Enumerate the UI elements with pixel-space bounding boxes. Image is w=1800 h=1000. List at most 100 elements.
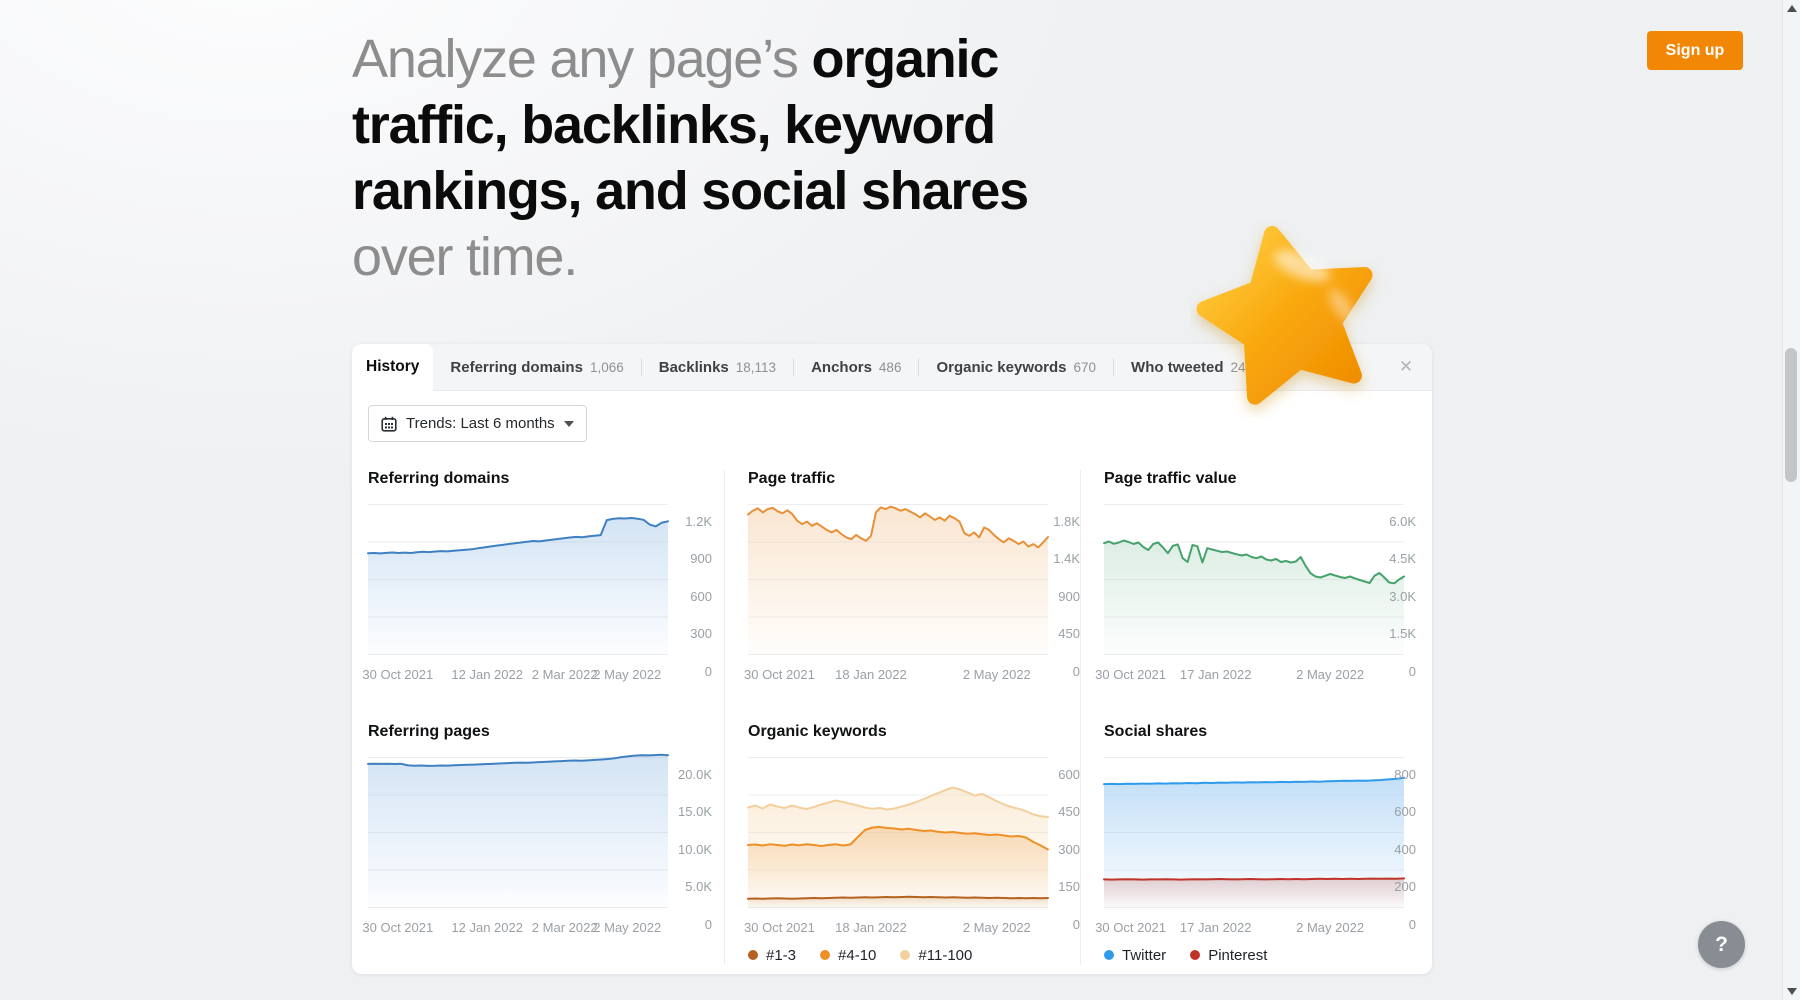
chart-page-traffic: Page traffic 1.8K 1.4K 900 450 0 30 Oct 2021 18… <box>724 470 1080 683</box>
y-axis-label: 600 <box>690 588 712 604</box>
y-axis-label: 1.4K <box>1053 551 1080 566</box>
chart-page-traffic-value: Page traffic value 6.0K 4.5K 3.0K 1.5K 0 30 Oc… <box>1080 470 1416 683</box>
tab-history[interactable]: History <box>352 343 434 391</box>
chart-title: Organic keywords <box>748 723 887 740</box>
legend-dot-icon <box>1104 950 1114 960</box>
chart-organic-keywords: Organic keywords 600 450 300 150 0 30 Oct 2021… <box>724 723 1080 965</box>
x-axis-label: 2 May 2022 <box>1296 920 1365 935</box>
tab-count: 486 <box>878 359 902 375</box>
legend-dot-icon <box>748 950 758 960</box>
chart-referring-domains: Referring domains 1.2K 900 600 300 0 30 Oct 20… <box>362 470 724 683</box>
y-axis-label: 0 <box>1408 663 1416 679</box>
headline-gray-tail: over time. <box>352 227 578 287</box>
y-axis-label: 0 <box>1072 663 1080 679</box>
charts-grid: Referring domains 1.2K 900 600 300 0 30 Oct 20… <box>362 470 1416 965</box>
tab-referring-domains[interactable]: Referring domains 1,066 <box>433 344 640 390</box>
x-axis-label: 17 Jan 2022 <box>1179 667 1252 682</box>
y-axis-label: 300 <box>690 626 712 641</box>
legend-item-4-10[interactable]: #4-10 <box>820 947 876 964</box>
x-axis-label: 2 Mar 2022 <box>531 667 598 682</box>
tab-divider <box>640 358 642 376</box>
close-icon[interactable]: ✕ <box>1394 355 1418 379</box>
scroll-up-arrow-icon[interactable] <box>1787 5 1797 12</box>
chart-referring-pages: Referring pages 20.0K 15.0K 10.0K 5.0K 0 30 Oc… <box>362 723 724 965</box>
x-axis-label: 18 Jan 2022 <box>835 667 907 682</box>
help-button[interactable]: ? <box>1698 921 1745 968</box>
y-axis-label: 5.0K <box>685 879 712 894</box>
y-axis-label: 400 <box>1394 841 1416 857</box>
legend-dot-icon <box>820 950 831 960</box>
tab-count: 670 <box>1073 359 1097 375</box>
x-axis-label: 2 May 2022 <box>593 920 662 935</box>
sign-up-button[interactable]: Sign up <box>1647 31 1743 70</box>
star-graphic <box>1196 225 1373 405</box>
legend-dot-icon <box>1190 950 1201 960</box>
x-axis-label: 2 May 2022 <box>962 667 1031 682</box>
chart-title: Page traffic value <box>1104 470 1237 487</box>
scrollbar[interactable] <box>1782 0 1800 1000</box>
legend-label: #4-10 <box>838 946 877 964</box>
y-axis-label: 800 <box>1394 766 1416 782</box>
scrollbar-thumb[interactable] <box>1785 348 1797 482</box>
y-axis-label: 900 <box>690 551 712 566</box>
tab-label: Who tweeted <box>1131 358 1224 376</box>
chart-legend: #1-3 #4-10 #11-100 <box>748 945 1080 965</box>
y-axis-label: 1.2K <box>685 513 712 529</box>
y-axis-label: 15.0K <box>678 804 712 819</box>
y-axis-label: 300 <box>1058 841 1080 857</box>
tab-divider <box>918 358 920 376</box>
x-axis-label: 30 Oct 2021 <box>1095 667 1167 682</box>
legend-item-11-100[interactable]: #11-100 <box>900 947 972 964</box>
y-axis-label: 0 <box>1072 916 1080 932</box>
x-axis-label: 2 May 2022 <box>1296 667 1365 682</box>
legend-dot-icon <box>900 950 911 960</box>
y-axis-label: 450 <box>1058 804 1080 819</box>
chart-title: Referring domains <box>368 470 510 487</box>
y-axis-label: 10.0K <box>678 841 712 857</box>
chart-plot <box>747 757 1049 908</box>
x-axis-label: 17 Jan 2022 <box>1179 920 1252 935</box>
tab-count: 1,066 <box>589 359 624 375</box>
headline-bold: organic traffic, backlinks, keyword rank… <box>352 29 1029 221</box>
y-axis-label: 20.0K <box>678 766 712 782</box>
legend-item-1-3[interactable]: #1-3 <box>748 947 796 964</box>
tab-organic-keywords[interactable]: Organic keywords 670 <box>919 344 1113 390</box>
y-axis-label: 0 <box>704 663 712 679</box>
legend-label: #11-100 <box>918 946 973 964</box>
x-axis-label: 30 Oct 2021 <box>362 920 434 935</box>
y-axis-label: 200 <box>1394 879 1416 894</box>
tab-divider <box>793 358 795 376</box>
x-axis-label: 30 Oct 2021 <box>1095 920 1167 935</box>
x-axis-label: 2 Mar 2022 <box>531 920 598 935</box>
y-axis-label: 900 <box>1058 588 1080 604</box>
chevron-down-icon <box>563 420 574 427</box>
y-axis-label: 600 <box>1058 766 1080 782</box>
x-axis-label: 18 Jan 2022 <box>835 920 907 935</box>
calendar-icon <box>381 416 397 432</box>
chart-plot <box>747 504 1049 655</box>
chart-title: Social shares <box>1104 723 1208 740</box>
headline-gray-lead: Analyze any page’s <box>352 29 812 89</box>
scroll-down-arrow-icon[interactable] <box>1787 988 1797 995</box>
chart-plot <box>1103 504 1405 655</box>
chart-legend: Twitter Pinterest <box>1104 945 1416 965</box>
tab-label: Organic keywords <box>936 358 1067 376</box>
y-axis-label: 1.8K <box>1053 513 1080 529</box>
trends-dropdown[interactable]: Trends: Last 6 months <box>368 405 587 442</box>
trends-dropdown-label: Trends: Last 6 months <box>406 415 555 432</box>
legend-item-pinterest[interactable]: Pinterest <box>1190 947 1267 964</box>
chart-social-shares: Social shares 800 600 400 200 0 30 Oct 2021 17 … <box>1080 723 1416 965</box>
tab-anchors[interactable]: Anchors 486 <box>794 344 918 390</box>
x-axis-label: 2 May 2022 <box>593 667 662 682</box>
y-axis-label: 0 <box>1408 916 1416 932</box>
y-axis-label: 1.5K <box>1389 626 1416 641</box>
y-axis-label: 0 <box>704 916 712 932</box>
x-axis-label: 30 Oct 2021 <box>744 667 815 682</box>
legend-item-twitter[interactable]: Twitter <box>1104 947 1166 964</box>
y-axis-label: 4.5K <box>1389 551 1416 566</box>
legend-label: #1-3 <box>766 946 797 964</box>
chart-plot <box>367 504 669 655</box>
tab-backlinks[interactable]: Backlinks 18,113 <box>642 344 793 390</box>
tab-label: Backlinks <box>658 358 729 376</box>
tab-label: Referring domains <box>450 358 583 376</box>
